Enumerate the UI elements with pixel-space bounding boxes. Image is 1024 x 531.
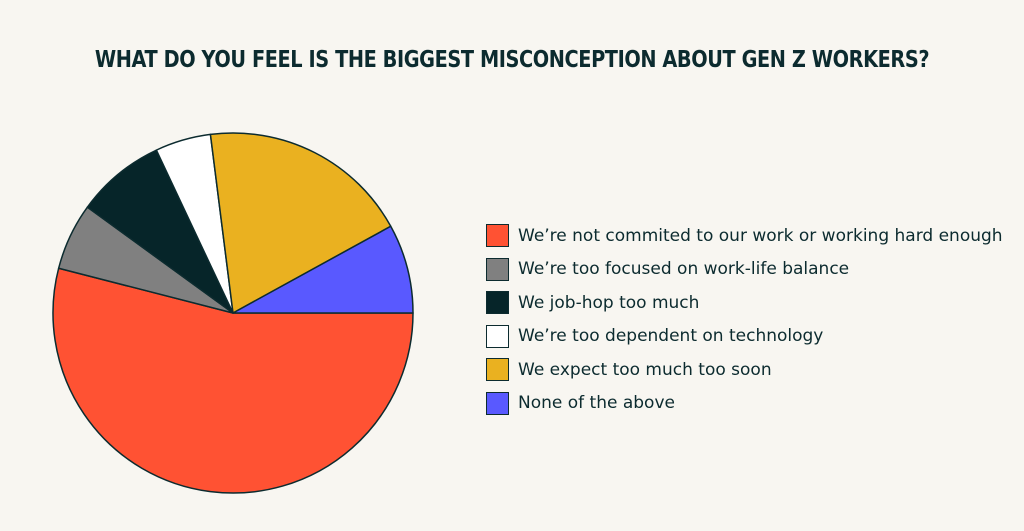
- legend-item: We’re not commited to our work or workin…: [486, 219, 1003, 253]
- legend-swatch: [486, 257, 509, 281]
- legend-label: We expect too much too soon: [518, 359, 772, 380]
- legend-label: We’re not commited to our work or workin…: [518, 225, 1003, 246]
- legend-swatch: [486, 358, 509, 382]
- legend-swatch: [486, 324, 509, 348]
- legend-item: We’re too focused on work-life balance: [486, 253, 1003, 287]
- legend-item: None of the above: [486, 387, 1003, 421]
- legend-swatch: [486, 291, 509, 315]
- legend-label: We’re too focused on work-life balance: [518, 259, 850, 280]
- pie-slice-1: [52, 267, 414, 494]
- pie-slice-3: [86, 149, 234, 314]
- pie-slice-6: [232, 225, 414, 314]
- legend-item: We job-hop too much: [486, 286, 1003, 320]
- legend-label: We’re too dependent on technology: [518, 326, 824, 347]
- pie-slice-5: [209, 132, 392, 314]
- chart-title: WHAT DO YOU FEEL IS THE BIGGEST MISCONCE…: [94, 47, 930, 73]
- legend: We’re not commited to our work or workin…: [486, 219, 1003, 420]
- legend-item: We expect too much too soon: [486, 353, 1003, 387]
- legend-swatch: [486, 224, 509, 248]
- legend-label: We job-hop too much: [518, 292, 700, 313]
- legend-swatch: [486, 391, 509, 415]
- legend-item: We’re too dependent on technology: [486, 320, 1003, 354]
- legend-label: None of the above: [518, 393, 675, 414]
